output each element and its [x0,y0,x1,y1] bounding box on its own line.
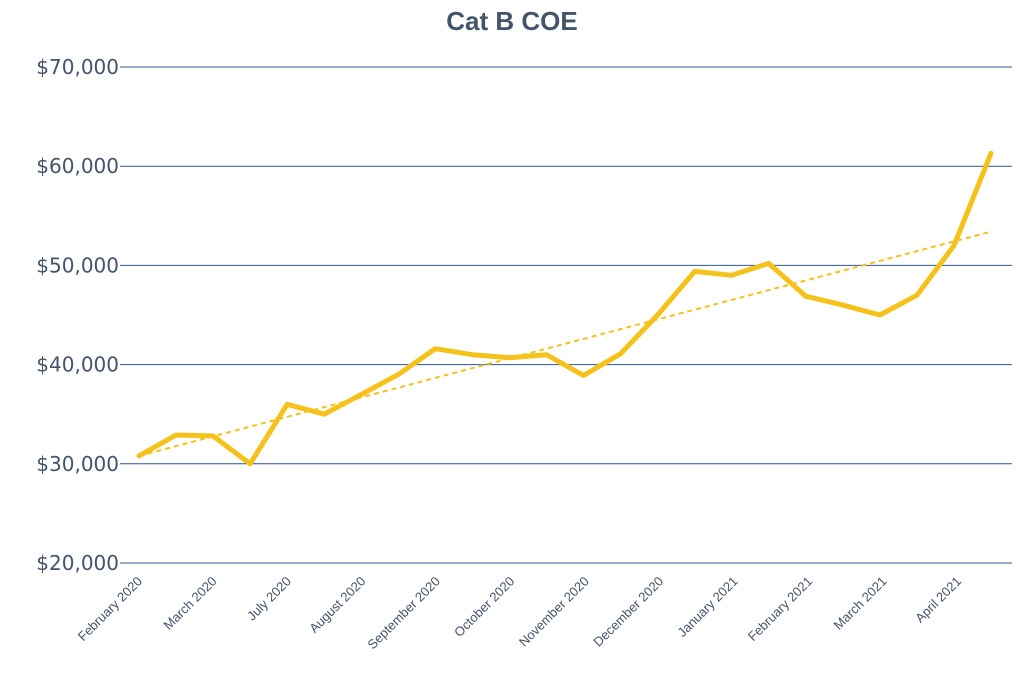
y-tick-label: $60,000 [36,154,119,178]
y-tick-label: $30,000 [36,452,119,476]
y-tick-label: $40,000 [36,353,119,377]
x-tick-label: March 2020 [160,574,219,633]
x-tick-label: July 2020 [244,574,294,624]
y-axis-tick-labels: $20,000 $30,000 $40,000 $50,000 $60,000 $70,0… [36,55,119,575]
x-tick-label: April 2021 [912,574,964,626]
y-tick-label: $50,000 [36,253,119,277]
chart-title: Cat B COE [446,6,577,36]
y-tick-label: $20,000 [36,551,119,575]
x-tick-label: September 2020 [364,574,443,653]
x-tick-label: August 2020 [306,574,368,636]
series-layer [136,150,994,467]
y-tick-label: $70,000 [36,55,119,79]
x-tick-label: February 2021 [745,574,815,644]
x-axis-tick-labels: February 2020 March 2020 July 2020 August 2… [75,574,964,653]
x-tick-label: December 2020 [590,574,666,650]
x-tick-label: November 2020 [516,574,592,650]
x-tick-label: February 2020 [75,574,145,644]
x-tick-label: March 2021 [831,574,890,633]
x-tick-label: January 2021 [674,574,740,640]
x-tick-label: October 2020 [451,574,517,640]
series-line [136,150,994,467]
